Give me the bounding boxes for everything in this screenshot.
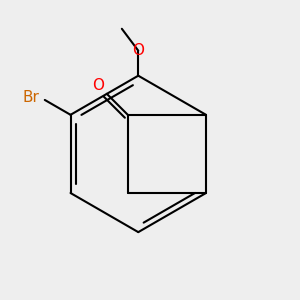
Text: O: O	[132, 43, 144, 58]
Text: O: O	[92, 78, 104, 93]
Text: Br: Br	[22, 90, 39, 105]
